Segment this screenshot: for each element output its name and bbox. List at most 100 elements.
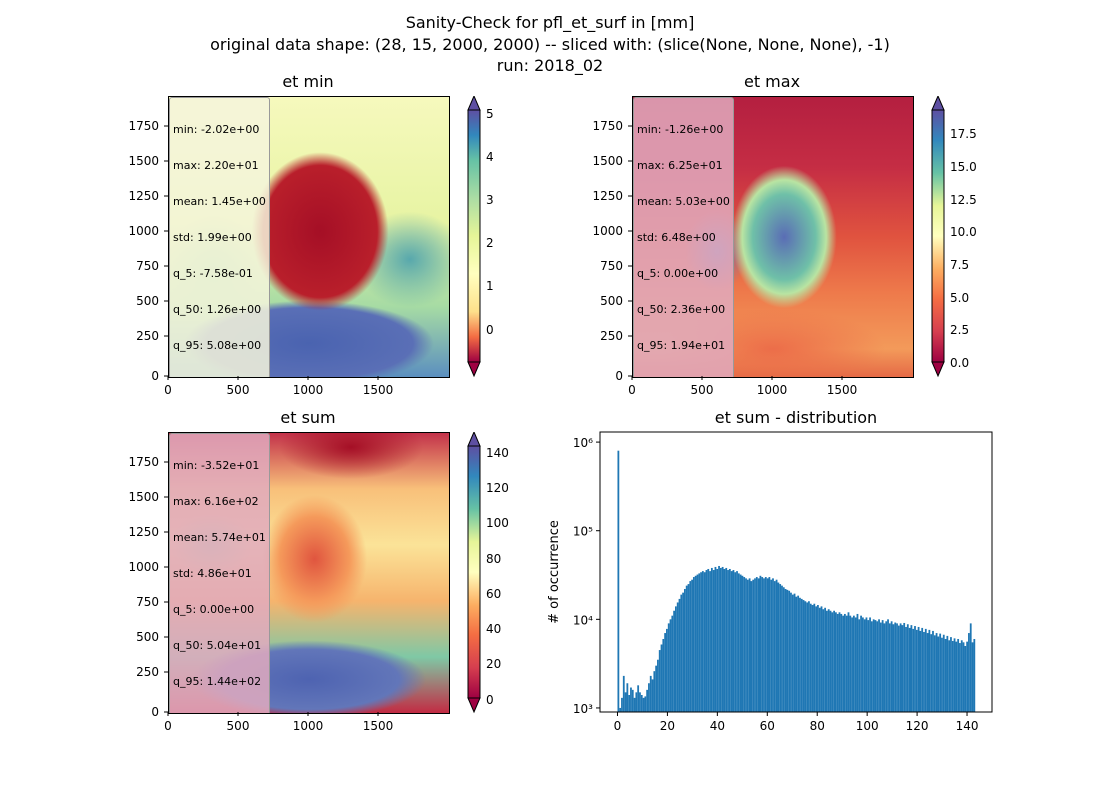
histogram-bar [861, 617, 864, 712]
histogram-bar [727, 570, 729, 712]
histogram-bar [790, 592, 792, 712]
x-tick-label: 1500 [827, 383, 858, 397]
figure-subtitle: original data shape: (28, 15, 2000, 2000… [210, 35, 890, 54]
histogram-bar [649, 675, 652, 712]
stat-line: q_95: 1.94e+01 [637, 339, 726, 352]
histogram-bar [673, 610, 676, 712]
histogram-bar [870, 621, 873, 712]
colorbar-tick-label: 5.0 [950, 291, 969, 305]
histogram-bar [935, 633, 938, 712]
y-tick-label: 1000 [128, 224, 159, 238]
x-tick-label: 500 [227, 383, 250, 397]
et-max-map: min: -1.26e+00 max: 6.25e+01 mean: 5.03e… [632, 96, 914, 378]
histogram-bar [809, 603, 812, 712]
histogram-bar [685, 585, 688, 712]
colorbar-tick-label: 7.5 [950, 258, 969, 272]
histogram-bar [736, 571, 738, 712]
histogram-bar [955, 641, 958, 712]
histogram-bar [745, 578, 747, 712]
colorbar-tick-label: 80 [486, 552, 501, 566]
colorbar-tick-label: 0 [486, 693, 494, 707]
stat-line: std: 4.86e+01 [173, 567, 252, 580]
colorbar-tick-label: 12.5 [950, 193, 977, 207]
histogram-bar [689, 581, 692, 712]
histogram-bar [894, 622, 897, 712]
histogram-bar [930, 634, 933, 712]
histogram-bar [678, 598, 681, 712]
histogram-bar [833, 610, 836, 712]
x-tick-label: 1000 [293, 383, 324, 397]
colorbar-tick-label: 5 [486, 107, 494, 121]
histogram-bar [879, 622, 882, 712]
histogram-bar [811, 605, 814, 712]
stat-line: mean: 1.45e+00 [173, 195, 266, 208]
et-sum-colorbar: 140 120 100 80 60 40 20 0 [467, 432, 509, 714]
histogram-bar [820, 606, 823, 712]
histogram-bar [770, 579, 773, 712]
histogram-bar [953, 638, 956, 712]
x-tick-label: 0 [628, 383, 636, 397]
histogram-bar [635, 692, 638, 712]
et-min-axes: 1750 1500 1250 1000 750 500 250 0 [128, 119, 168, 383]
y-tick-label: 500 [600, 294, 623, 308]
colorbar-tick-label: 15.0 [950, 160, 977, 174]
histogram-bar [874, 620, 877, 712]
histogram-bar [624, 692, 627, 712]
histogram-bar [941, 637, 943, 712]
histogram-bar [630, 687, 632, 712]
histogram-bar [926, 633, 929, 712]
histogram-bar [700, 572, 702, 712]
histogram-bar [843, 613, 846, 712]
histogram-bar [660, 644, 663, 712]
histogram-bar [831, 612, 834, 712]
histogram-bar [939, 633, 942, 712]
histogram-bar [808, 601, 810, 712]
colorbar-tick-label: 100 [486, 516, 509, 530]
y-tick-label: 1250 [592, 189, 623, 203]
histogram-bar [793, 593, 796, 712]
et-min-x-axis: 0 500 1000 1500 [164, 376, 393, 397]
histogram-bar [698, 573, 701, 712]
histogram-bar [968, 633, 970, 712]
histogram-bar [773, 581, 776, 712]
stat-line: max: 6.16e+02 [173, 495, 259, 508]
histogram-bar [942, 634, 945, 712]
y-tick-label: 10⁵ [573, 525, 593, 539]
histogram-bar [928, 629, 931, 712]
colorbar-tick-label: 120 [486, 481, 509, 495]
x-tick-label: 140 [956, 719, 979, 733]
stat-line: q_50: 5.04e+01 [173, 639, 262, 652]
histogram-bar [912, 628, 915, 712]
histogram-bar [669, 619, 672, 712]
histogram-bar [838, 612, 841, 712]
histogram-bar [802, 600, 805, 712]
histogram-bar [734, 572, 737, 712]
histogram-bar [640, 694, 643, 712]
colorbar-tick-label: 140 [486, 446, 509, 460]
histogram-bar [964, 646, 967, 712]
y-tick-label: 750 [600, 259, 623, 273]
histogram-bar [664, 633, 667, 712]
histogram-title: et sum - distribution [714, 408, 878, 427]
histogram-bar [671, 615, 674, 712]
stat-line: min: -3.52e+01 [173, 459, 260, 472]
x-tick-label: 20 [660, 719, 675, 733]
histogram-bar [950, 637, 952, 712]
histogram-bar [763, 578, 765, 712]
et-max-colorbar: 17.5 15.0 12.5 10.0 7.5 5.0 2.5 0.0 [931, 96, 977, 378]
histogram-bar [836, 613, 839, 712]
histogram-bar [701, 571, 704, 712]
histogram-bar [648, 683, 650, 712]
histogram-bar [822, 609, 825, 712]
histogram-bar [646, 689, 649, 712]
histogram-bar [924, 628, 927, 712]
x-tick-label: 60 [760, 719, 775, 733]
histogram-y-axis: 10³ 10⁴ 10⁵ 10⁶ [573, 436, 600, 716]
histogram-bar [795, 596, 798, 712]
colorbar-tick-label: 0.0 [950, 356, 969, 370]
et-min-title: et min [282, 72, 334, 91]
histogram-bar [757, 578, 760, 712]
colorbar-tick-label: 40 [486, 622, 501, 636]
stat-line: q_95: 1.44e+02 [173, 675, 262, 688]
histogram-bar [683, 588, 686, 712]
